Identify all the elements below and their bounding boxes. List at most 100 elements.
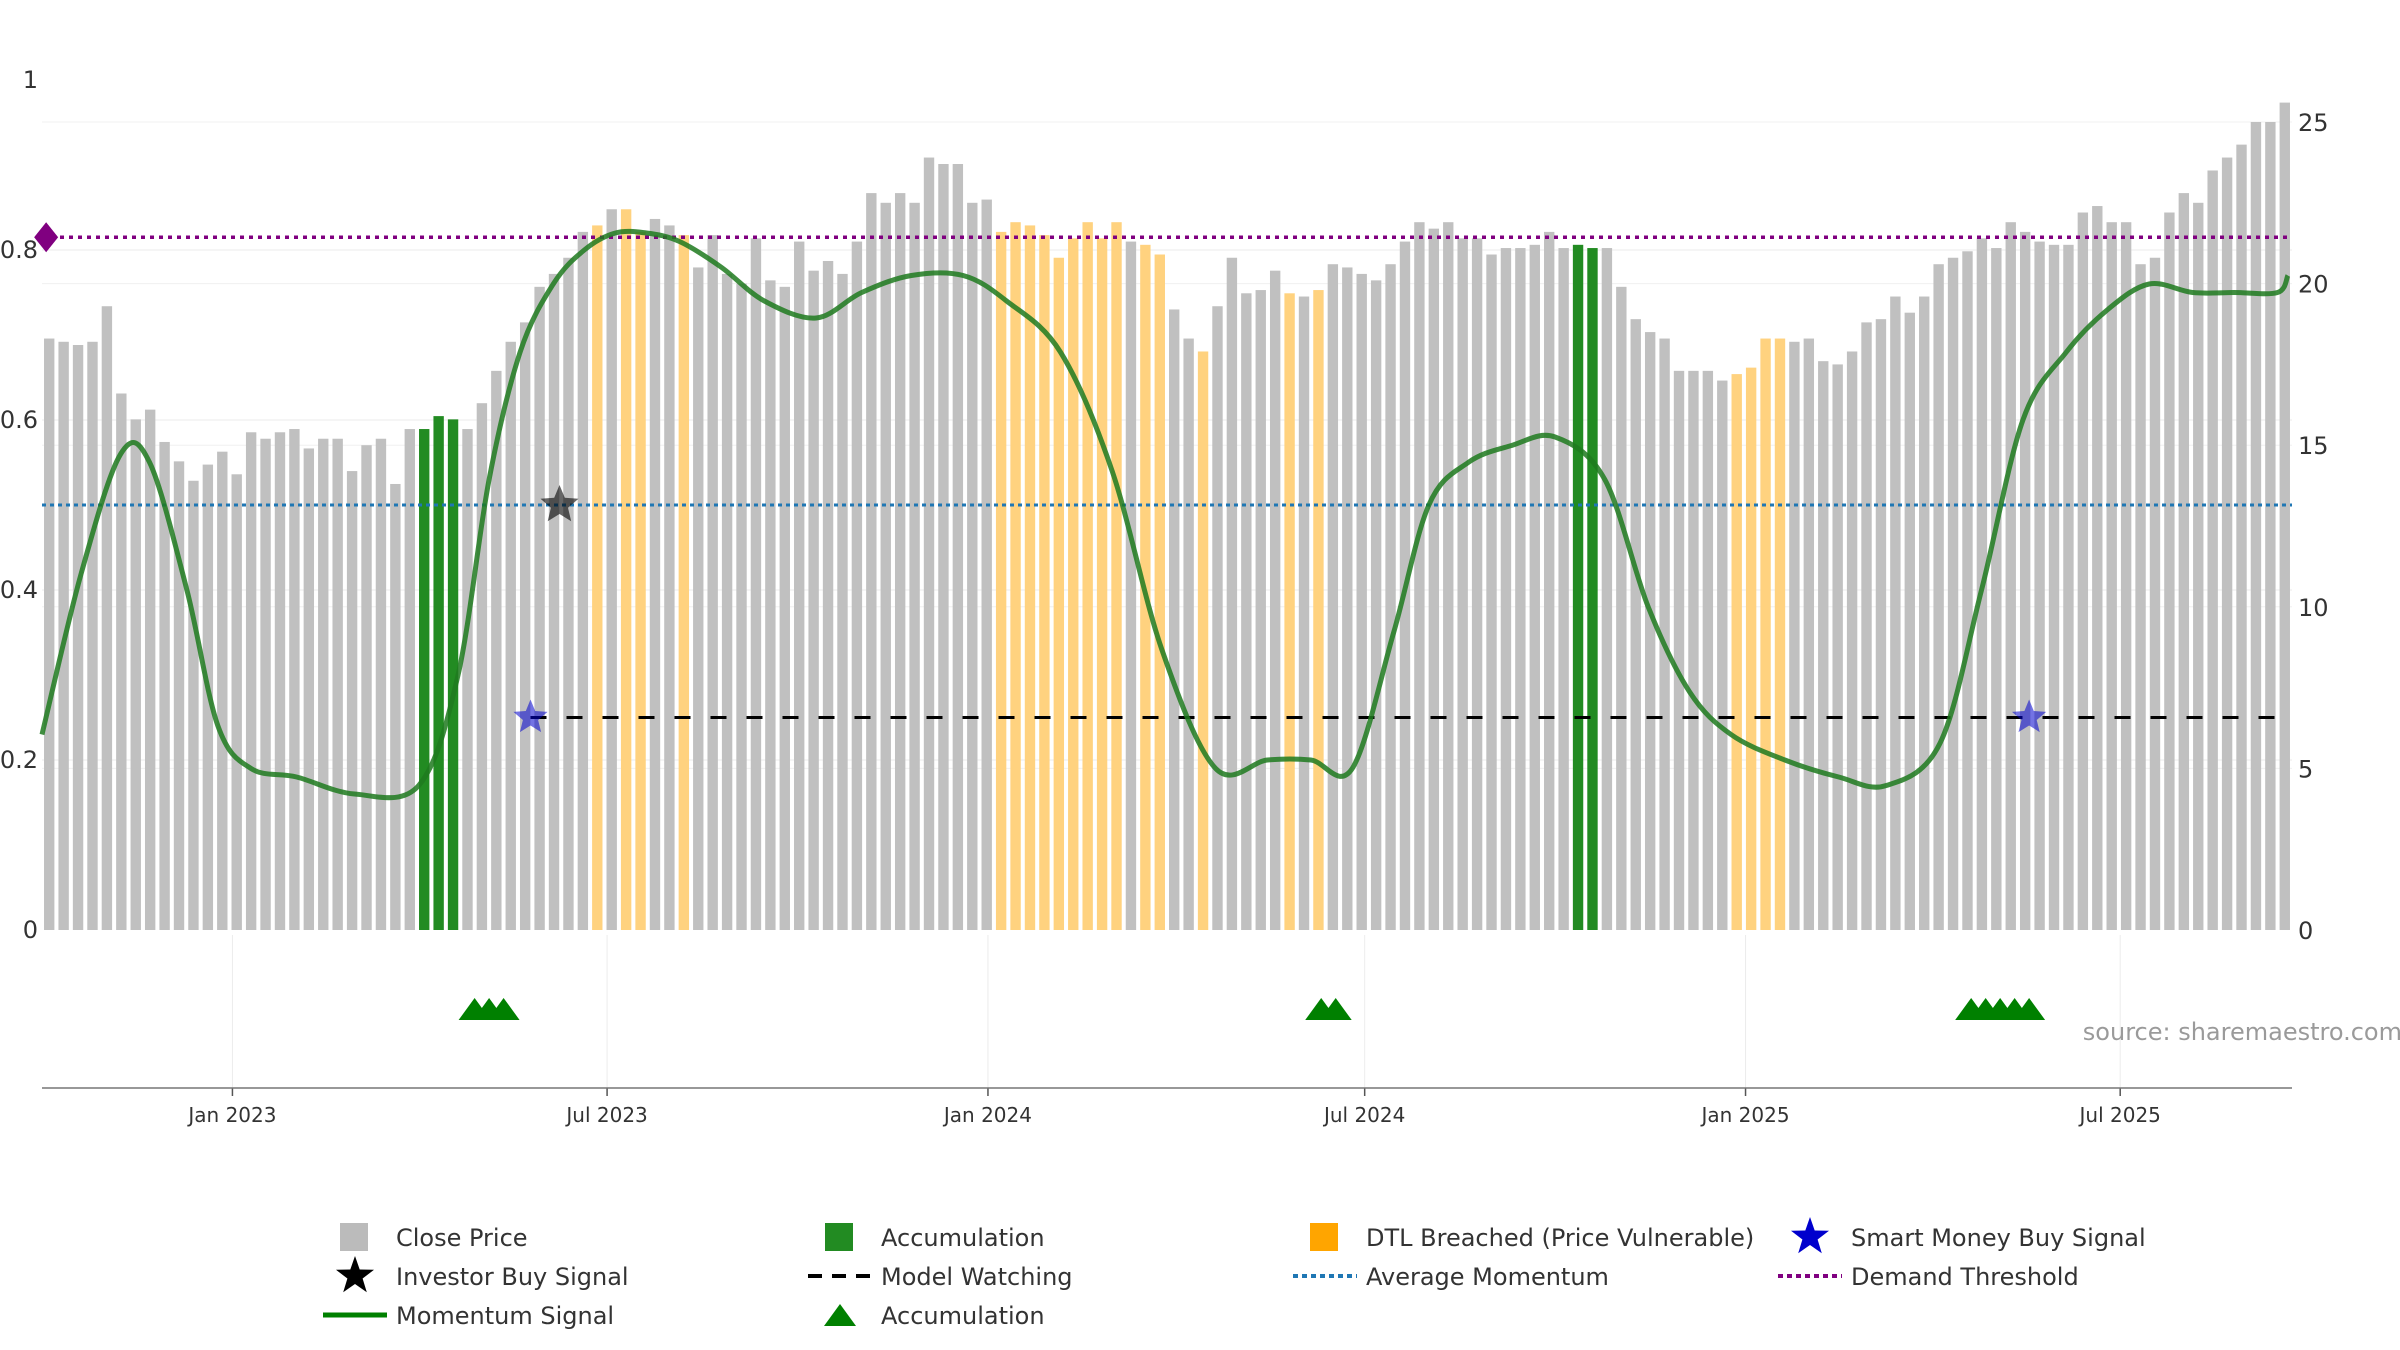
legend-item: Smart Money Buy Signal [1791,1217,2146,1254]
price-bar [2207,170,2218,931]
price-bar [217,451,228,930]
price-bar [1544,231,1555,930]
demand-threshold-diamond [34,222,59,253]
price-bar [2265,122,2276,930]
legend-label: DTL Breached (Price Vulnerable) [1366,1224,1754,1252]
price-bar [72,345,84,930]
price-bar [794,241,805,931]
legend-label: Accumulation [881,1224,1045,1252]
right-tick-label: 20 [2298,271,2329,299]
price-bar [2149,257,2161,930]
price-bar [1673,370,1685,930]
momentum-signal-line [39,228,2291,801]
x-tick-label: Jan 2024 [942,1103,1032,1127]
price-bar [462,429,473,930]
price-bar [1572,244,1584,931]
price-bar [159,441,170,930]
price-bar [909,202,920,931]
legend-label: Model Watching [881,1263,1073,1291]
price-bar [1515,248,1526,931]
legend-label: Investor Buy Signal [396,1263,629,1291]
price-bar [332,438,343,930]
price-bar [1587,248,1598,931]
price-bar [1500,248,1512,931]
price-bar [491,370,502,930]
price-bar [2106,222,2117,930]
price-bar [2120,222,2132,930]
x-tick-label: Jul 2024 [1322,1103,1405,1127]
price-bar [1904,312,1915,930]
right-tick-label: 25 [2298,109,2329,137]
price-bar [721,273,733,930]
price-bar [880,202,891,931]
x-tick-label: Jul 2023 [564,1103,647,1127]
price-bar [289,429,300,930]
price-bar [1846,351,1858,930]
price-bar [1789,341,1800,930]
price-bar [1082,222,1093,930]
price-bar [592,225,603,930]
price-bar [1414,222,1425,930]
price-bar [130,419,141,930]
price-bar [260,438,271,930]
price-bar [1471,238,1483,931]
price-bar [822,260,834,930]
price-bar [1962,251,1973,930]
price-bar [101,306,113,930]
price-bar [2034,241,2045,931]
right-tick-label: 15 [2298,432,2329,460]
price-bar [649,218,661,930]
legend-swatch [825,1223,853,1251]
price-bar [1616,286,1627,930]
price-bar [808,270,819,930]
source-note: source: sharemaestro.com [2083,1018,2400,1046]
price-bar [1991,248,2002,931]
price-bar [173,461,185,930]
price-bar [1760,338,1771,930]
price-bar [318,438,329,930]
price-bar [1803,338,1815,930]
price-bar [1875,319,1887,931]
price-bar [1861,322,1872,930]
legend-item: Accumulation [825,1223,1045,1252]
legend-item: Average Momentum [1293,1263,1609,1291]
price-bar [245,432,257,930]
price-bar [1053,257,1065,930]
legend-item: Model Watching [808,1263,1073,1291]
price-bar [1717,380,1728,930]
left-tick-label: 0.6 [0,406,38,434]
price-bar [750,238,762,931]
price-bar [866,193,877,930]
legend-label: Momentum Signal [396,1302,614,1330]
price-bar [1010,222,1021,930]
right-tick-label: 0 [2298,917,2313,945]
close-price-bars [44,102,2290,931]
price-bar [361,445,372,930]
price-bar [1947,257,1959,930]
price-bar [664,225,675,930]
price-bar [1457,238,1468,931]
legend-swatch [1310,1223,1338,1251]
price-bar [938,164,949,931]
price-bar [1890,296,1901,930]
x-tick-label: Jan 2023 [186,1103,276,1127]
price-bar [1183,338,1194,930]
price-bar [635,231,646,930]
reference-lines [42,235,2292,719]
price-bar [1385,264,1396,930]
price-bar [707,235,718,930]
price-bar [1688,370,1699,930]
price-bar [2178,193,2190,930]
accumulation-triangle [1319,998,1352,1020]
price-bar [851,241,863,931]
price-bar [1774,338,1786,930]
price-bar [548,273,560,930]
left-tick-label: 0.4 [0,576,38,604]
price-bar [995,231,1007,930]
momentum-signal-layer [39,228,2291,801]
price-bar [1269,270,1281,930]
legend-item: Close Price [340,1223,528,1252]
price-bar [678,235,690,930]
price-bar [1298,296,1310,930]
